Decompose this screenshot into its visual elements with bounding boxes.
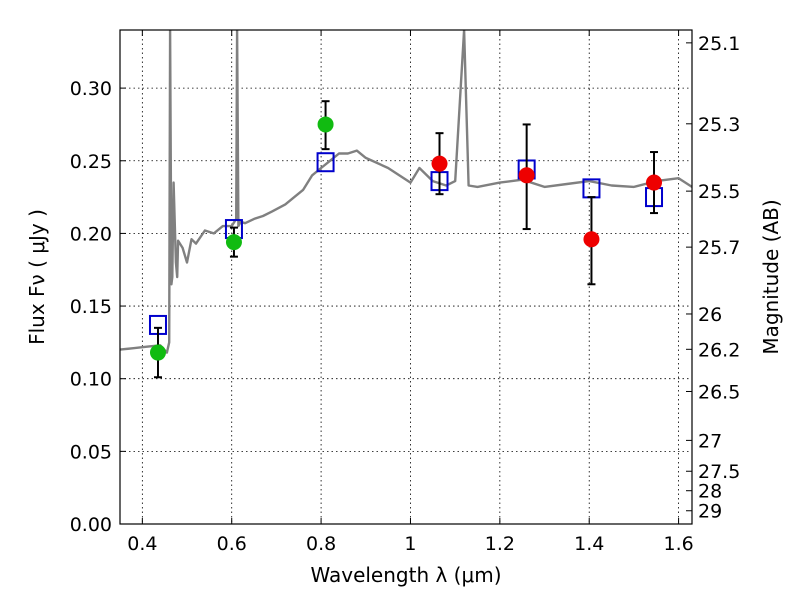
y-tick-label: 0.30 — [70, 78, 112, 100]
y2-tick-label: 29 — [698, 501, 722, 523]
axis-ticks: 0.4 0.6 0.8 1 1.2 1.4 1.6 0.00 0.05 0.10 0.15 0.20 0… — [70, 30, 740, 555]
y-tick-label: 0.20 — [70, 223, 112, 245]
y-axis-label: Flux Fν ( μJy ) — [25, 209, 49, 345]
y2-tick-label: 25.5 — [698, 181, 740, 203]
y2-tick-label: 25.7 — [698, 237, 740, 259]
plot-frame — [119, 29, 693, 525]
spectrum-line — [120, 30, 692, 354]
y-tick-label: 0.15 — [70, 296, 112, 318]
y-tick-label: 0.25 — [70, 151, 112, 173]
x-tick-label: 1.6 — [663, 533, 693, 555]
green-data-point — [149, 344, 166, 361]
y2-tick-label: 26.5 — [698, 381, 740, 403]
red-data-point — [646, 174, 663, 191]
y2-tick-label: 25.1 — [698, 33, 740, 55]
y-tick-label: 0.05 — [70, 441, 112, 463]
y2-tick-label: 26.2 — [698, 339, 740, 361]
y2-tick-label: 27.5 — [698, 461, 740, 483]
y2-tick-label: 26 — [698, 304, 722, 326]
x-tick-label: 1.4 — [574, 533, 604, 555]
y2-tick-label: 28 — [698, 481, 722, 503]
x-axis-label: Wavelength λ (μm) — [310, 563, 501, 587]
red-data-point — [518, 167, 535, 184]
y-tick-label: 0.00 — [70, 514, 112, 536]
model-square-marker — [316, 152, 335, 173]
green-data-point — [317, 116, 334, 133]
x-tick-label: 1.2 — [485, 533, 515, 555]
x-tick-label: 1 — [404, 533, 416, 555]
y2-axis-label: Magnitude (AB) — [759, 199, 783, 354]
y2-tick-label: 27 — [698, 430, 722, 452]
x-tick-label: 0.8 — [306, 533, 336, 555]
red-data-point — [431, 155, 448, 172]
y2-tick-label: 25.3 — [698, 114, 740, 136]
red-data-point — [583, 231, 600, 248]
green-data-point — [225, 234, 242, 251]
x-tick-label: 0.6 — [217, 533, 247, 555]
plot-area — [120, 30, 692, 379]
x-tick-label: 0.4 — [127, 533, 157, 555]
y-tick-label: 0.10 — [70, 369, 112, 391]
